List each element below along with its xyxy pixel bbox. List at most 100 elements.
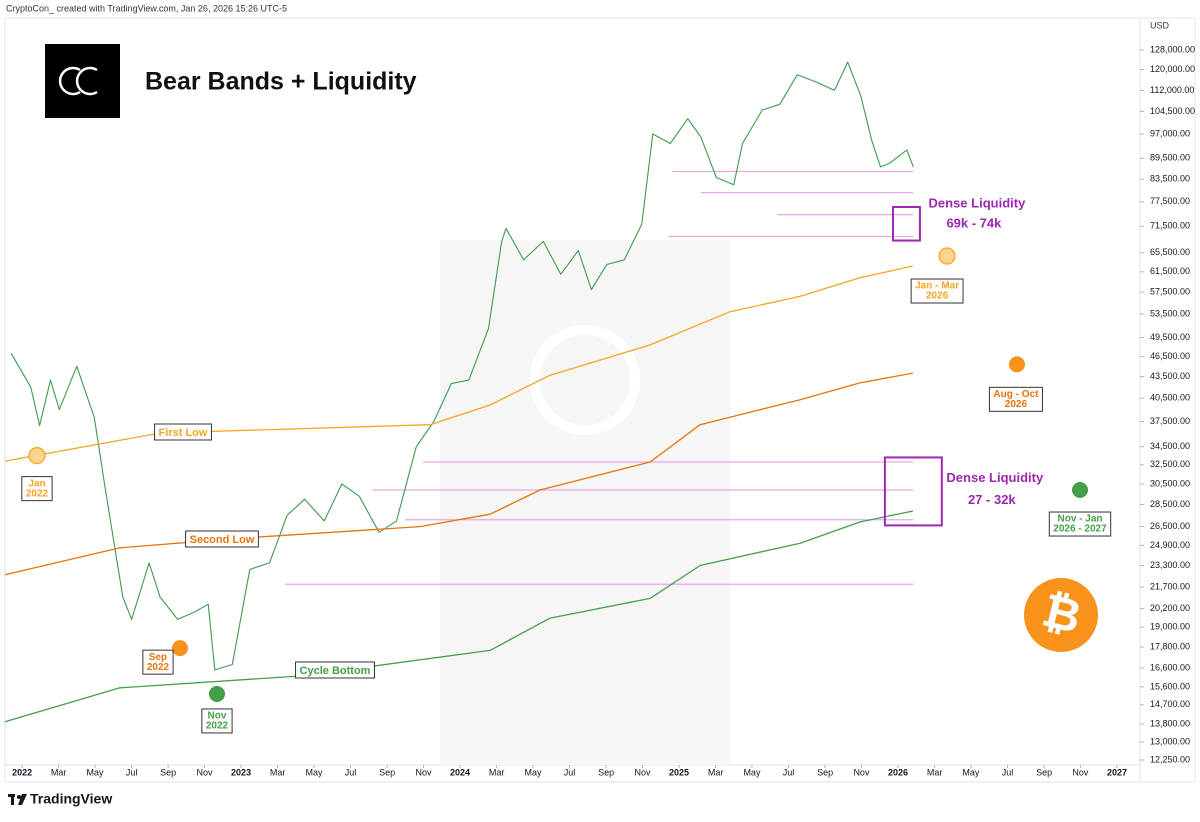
y-tick-label: 89,500.00 bbox=[1150, 153, 1190, 163]
logo bbox=[45, 44, 120, 118]
x-tick-label: Jul bbox=[126, 767, 138, 777]
footer-brand: TradingView bbox=[30, 791, 112, 807]
y-tick-label: 57,500.00 bbox=[1150, 287, 1190, 297]
band-label-box bbox=[295, 661, 375, 679]
band-line bbox=[4, 265, 914, 462]
bitcoin-circle bbox=[1024, 578, 1098, 652]
x-tick-label: 2027 bbox=[1107, 767, 1127, 777]
x-tick-label: Mar bbox=[708, 767, 724, 777]
y-tick-label: 26,500.00 bbox=[1150, 521, 1190, 531]
marker bbox=[1008, 356, 1025, 373]
y-tick-label: 71,500.00 bbox=[1150, 221, 1190, 231]
x-tick-label: Sep bbox=[1036, 767, 1052, 777]
marker-label: Sep bbox=[149, 652, 167, 663]
x-tick-label: May bbox=[524, 767, 542, 777]
y-tick-label: 28,500.00 bbox=[1150, 499, 1190, 509]
x-tick-label: Sep bbox=[598, 767, 614, 777]
marker-label: 2022 bbox=[206, 721, 229, 732]
x-tick-label: Sep bbox=[379, 767, 395, 777]
y-tick-label: 20,200.00 bbox=[1150, 603, 1190, 613]
x-tick-label: Jul bbox=[345, 767, 357, 777]
marker-label: Nov - Jan bbox=[1057, 514, 1102, 525]
y-tick-label: 15,600.00 bbox=[1150, 681, 1190, 691]
marker-label-box bbox=[910, 278, 964, 304]
marker-label: 2022 bbox=[26, 488, 49, 499]
frame bbox=[4, 17, 1196, 783]
x-tick-label: Jul bbox=[783, 767, 795, 777]
y-tick-label: 46,500.00 bbox=[1150, 351, 1190, 361]
marker-label: 2026 - 2027 bbox=[1053, 524, 1107, 535]
x-tick-label: Nov bbox=[1072, 767, 1089, 777]
x-tick-label: Sep bbox=[160, 767, 176, 777]
zone-range: 27 - 32k bbox=[968, 492, 1016, 507]
watermark-area bbox=[440, 240, 730, 765]
y-tick-label: 19,000.00 bbox=[1150, 622, 1190, 632]
x-tick-label: May bbox=[305, 767, 323, 777]
bitcoin-icon: ₿ bbox=[1024, 578, 1098, 652]
x-tick-label: Nov bbox=[196, 767, 213, 777]
x-tick-label: Mar bbox=[51, 767, 67, 777]
y-tick-label: 77,500.00 bbox=[1150, 196, 1190, 206]
currency: USD bbox=[1150, 20, 1170, 30]
y-tick-label: 30,500.00 bbox=[1150, 478, 1190, 488]
x-tick-label: Nov bbox=[853, 767, 870, 777]
zone-label: Dense Liquidity bbox=[929, 195, 1027, 210]
y-tick-label: 17,800.00 bbox=[1150, 641, 1190, 651]
x-tick-label: 2024 bbox=[450, 767, 470, 777]
zone-label: Dense Liquidity bbox=[946, 470, 1044, 485]
y-tick-label: 24,900.00 bbox=[1150, 540, 1190, 550]
chart-title: Bear Bands + Liquidity bbox=[145, 68, 417, 96]
y-tick-label: 32,500.00 bbox=[1150, 459, 1190, 469]
y-tick-label: 61,500.00 bbox=[1150, 266, 1190, 276]
x-tick-label: May bbox=[86, 767, 104, 777]
x-tick-label: Nov bbox=[415, 767, 432, 777]
x-tick-label: Sep bbox=[817, 767, 833, 777]
band-label: Cycle Bottom bbox=[300, 665, 371, 677]
marker bbox=[171, 640, 188, 657]
band-label: First Low bbox=[159, 427, 208, 439]
band-label: Second Low bbox=[190, 534, 255, 546]
band-label-box bbox=[185, 530, 259, 548]
credit: CryptoCon_ created with TradingView.com,… bbox=[6, 3, 287, 13]
y-tick-label: 112,000.00 bbox=[1150, 85, 1194, 95]
tv-logo-part bbox=[17, 795, 21, 799]
marker-label: 2026 bbox=[1005, 399, 1028, 410]
liquidity-zone bbox=[883, 456, 943, 527]
y-tick-label: 23,300.00 bbox=[1150, 560, 1190, 570]
y-tick-label: 37,500.00 bbox=[1150, 416, 1190, 426]
marker-label-box bbox=[1048, 511, 1112, 537]
y-tick-label: 16,600.00 bbox=[1150, 662, 1190, 672]
zone-range: 69k - 74k bbox=[946, 215, 1002, 230]
marker bbox=[1071, 482, 1088, 499]
marker-label-box bbox=[201, 708, 233, 734]
y-tick-label: 34,500.00 bbox=[1150, 441, 1190, 451]
liquidity-zone bbox=[891, 205, 921, 242]
x-tick-label: Nov bbox=[634, 767, 651, 777]
band-line bbox=[4, 510, 914, 723]
y-tick-label: 65,500.00 bbox=[1150, 247, 1190, 257]
marker bbox=[938, 247, 956, 265]
y-tick-label: 104,500.00 bbox=[1150, 106, 1195, 116]
y-tick-label: 13,800.00 bbox=[1150, 718, 1190, 728]
y-tick-label: 13,000.00 bbox=[1150, 736, 1190, 746]
x-tick-label: Jul bbox=[564, 767, 576, 777]
y-tick-label: 43,500.00 bbox=[1150, 371, 1190, 381]
x-tick-label: Mar bbox=[270, 767, 286, 777]
band-label-box bbox=[154, 423, 212, 441]
x-tick-label: Jul bbox=[1002, 767, 1014, 777]
y-tick-label: 12,250.00 bbox=[1150, 754, 1190, 764]
x-tick-label: 2023 bbox=[231, 767, 251, 777]
x-tick-label: May bbox=[743, 767, 761, 777]
tv-logo-part bbox=[18, 794, 27, 805]
y-tick-label: 21,700.00 bbox=[1150, 581, 1190, 591]
x-tick-label: Mar bbox=[927, 767, 943, 777]
x-tick-label: 2025 bbox=[669, 767, 689, 777]
marker-label: Jan - Mar bbox=[915, 281, 959, 292]
x-tick-label: 2022 bbox=[12, 767, 32, 777]
x-tick-label: 2026 bbox=[888, 767, 908, 777]
y-tick-label: 53,500.00 bbox=[1150, 308, 1190, 318]
price-line bbox=[10, 61, 914, 671]
x-tick-label: May bbox=[962, 767, 980, 777]
footer-logo bbox=[8, 794, 27, 805]
